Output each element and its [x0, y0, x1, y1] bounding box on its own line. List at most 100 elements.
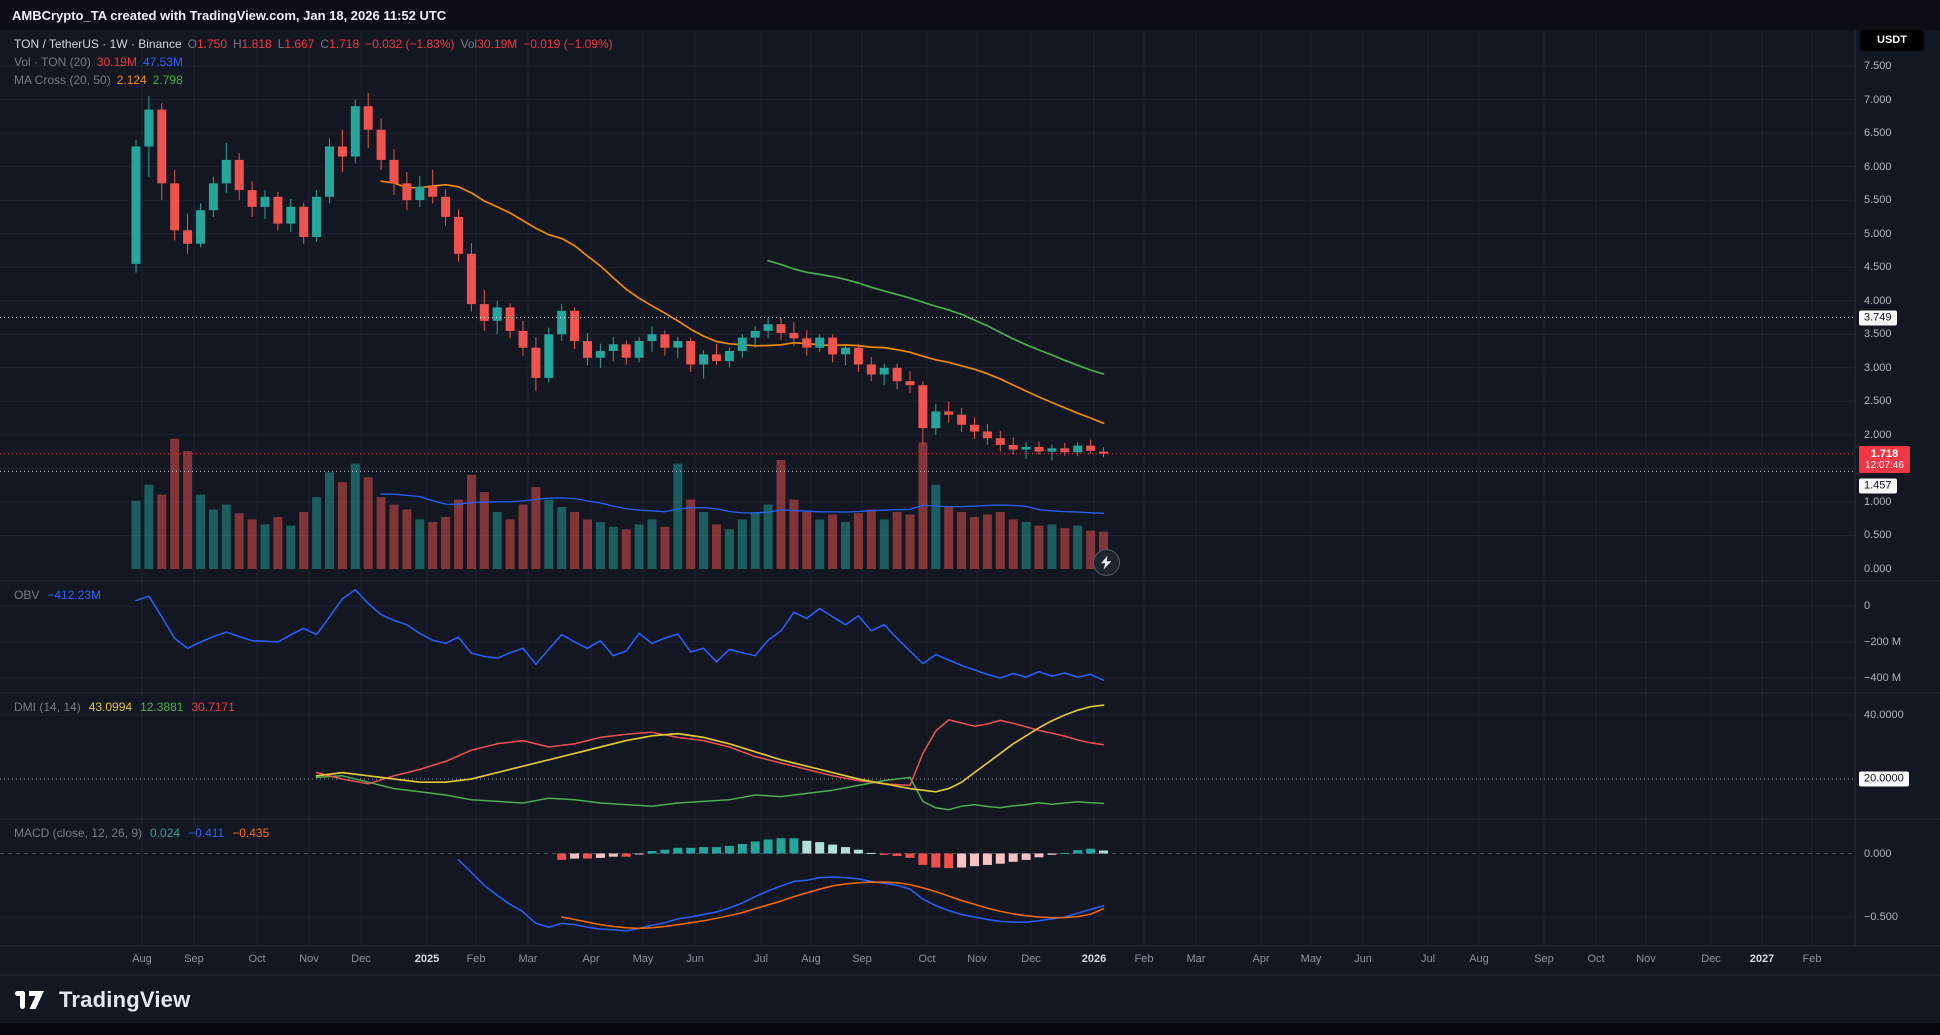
volume-bar — [441, 516, 451, 569]
candle-body — [505, 307, 515, 331]
ohlc-close: C1.718 — [320, 37, 360, 51]
macd-histogram-bar — [957, 853, 967, 868]
volume-bar — [1021, 521, 1031, 569]
macd-label: MACD (close, 12, 26, 9) — [14, 826, 143, 840]
volume-bar — [337, 482, 347, 569]
candle-body — [1086, 445, 1096, 451]
candle-body — [595, 351, 605, 358]
candle-body — [841, 347, 850, 355]
volume-bar — [518, 504, 528, 569]
tradingview-logo-icon[interactable] — [13, 982, 49, 1018]
macd-hist-value: 0.024 — [150, 826, 181, 840]
candle-body — [982, 431, 992, 439]
macd-signal-value: −0.435 — [232, 826, 270, 840]
candle-body — [531, 347, 541, 378]
time-axis-month-label: Feb — [1134, 953, 1154, 965]
volume-bar — [828, 514, 838, 569]
time-axis-month-label: Nov — [1636, 953, 1656, 965]
volume-bar — [892, 512, 902, 569]
main-legend: TON / TetherUS · 1W · Binance O1.750 H1.… — [14, 35, 613, 89]
obv-line — [135, 589, 1105, 681]
tradingview-brand-link[interactable]: TradingView — [59, 987, 191, 1012]
volume-bar — [466, 474, 476, 569]
volume-bar — [196, 494, 205, 569]
volume-indicator-row[interactable]: Vol · TON (20) 30.19M 47.53M — [14, 53, 613, 71]
volume-bar — [621, 529, 631, 569]
candle-body — [789, 332, 799, 339]
volume-bar — [1008, 519, 1018, 569]
volume-bar — [634, 524, 644, 569]
volume-bar — [982, 514, 992, 569]
time-axis-month-label: Oct — [1587, 953, 1605, 965]
volume-bar — [312, 497, 322, 569]
macd-histogram-bar — [647, 851, 657, 854]
time-axis-month-label: Dec — [1021, 953, 1041, 965]
volume-bar — [802, 512, 812, 569]
obv-legend-row[interactable]: OBV −412.23M — [14, 588, 101, 602]
volume-bar — [750, 512, 760, 569]
time-axis-month-label: Mar — [518, 953, 538, 965]
ohlc-low: L1.667 — [277, 37, 315, 51]
time-axis-month-label: Sep — [184, 953, 204, 965]
time-axis-month-label: Sep — [1534, 953, 1554, 965]
candle-body — [208, 183, 218, 211]
volume-ma-value: 47.53M — [142, 55, 183, 69]
volume-bar — [699, 512, 709, 569]
volume-bar — [995, 512, 1005, 569]
macd-histogram-bar — [944, 853, 954, 869]
candle-body — [1008, 444, 1018, 450]
candle-body — [1060, 448, 1070, 453]
candle-body — [479, 304, 489, 321]
symbol-legend-row[interactable]: TON / TetherUS · 1W · Binance O1.750 H1.… — [14, 35, 613, 53]
candle-body — [299, 206, 309, 237]
volume-bar — [841, 521, 850, 569]
volume-bar — [595, 521, 605, 569]
volume-change: −0.019 (−1.09%) — [523, 37, 613, 51]
volume-bar — [286, 525, 296, 569]
candle-body — [131, 146, 141, 264]
attribution-title: AMBCrypto_TA created with TradingView.co… — [12, 7, 447, 23]
volume-bar — [325, 472, 334, 569]
currency-toggle-button[interactable]: USDT — [1860, 29, 1924, 51]
ohlc-open: O1.750 — [187, 37, 227, 51]
macd-legend-row[interactable]: MACD (close, 12, 26, 9) 0.024 −0.411 −0.… — [14, 826, 269, 840]
volume-bar — [376, 497, 386, 569]
volume-bar — [1034, 525, 1044, 569]
candle-body — [583, 341, 592, 358]
macd-histogram-bar — [995, 853, 1005, 864]
adx-line — [315, 704, 1105, 793]
quick-trade-button[interactable] — [1093, 549, 1120, 576]
time-axis-month-label: Dec — [351, 953, 371, 965]
candle-body — [970, 424, 979, 432]
candle-body — [686, 341, 696, 365]
volume-bar — [776, 459, 786, 569]
ma-cross-row[interactable]: MA Cross (20, 50) 2.124 2.798 — [14, 71, 613, 89]
volume-bar — [1073, 525, 1083, 569]
candle-body — [1099, 451, 1108, 454]
bottom-strip — [0, 1023, 1940, 1035]
time-axis-month-label: Jul — [753, 953, 769, 965]
time-axis-month-label: Oct — [918, 953, 936, 965]
dmi-legend-row[interactable]: DMI (14, 14) 43.0994 12.3881 30.7171 — [14, 700, 235, 714]
macd-histogram-bar — [608, 853, 618, 857]
macd-histogram-bar — [660, 849, 670, 854]
candle-body — [312, 196, 322, 237]
volume-bar — [944, 507, 954, 569]
time-axis-month-label: May — [1300, 953, 1322, 965]
volume-bar — [557, 507, 567, 569]
time-axis-year-label: 2025 — [414, 953, 440, 965]
candle-body — [776, 324, 786, 333]
volume-bar — [389, 504, 399, 569]
time-axis-month-label: May — [632, 953, 654, 965]
macd-histogram-bar — [1021, 853, 1031, 860]
candle-body — [815, 337, 825, 348]
candle-body — [376, 129, 386, 160]
volume-bar — [970, 516, 979, 569]
macd-histogram-bar — [595, 853, 605, 858]
candle-body — [1021, 446, 1031, 450]
macd-signal-line — [560, 881, 1105, 930]
candle-body — [144, 109, 154, 147]
candle-body — [234, 159, 244, 191]
